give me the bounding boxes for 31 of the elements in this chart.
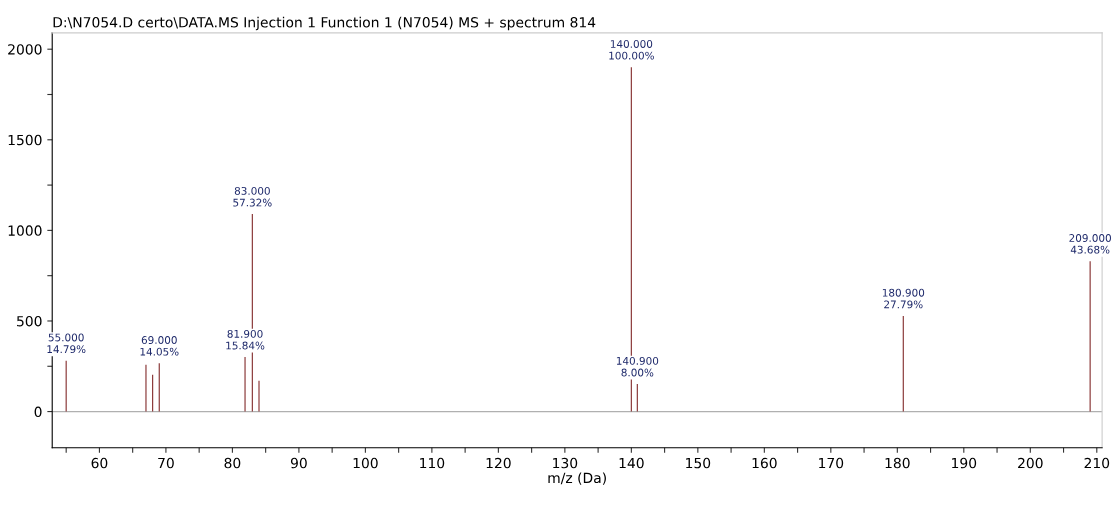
- x-tick-label: 140: [619, 457, 644, 469]
- x-tick-label: 160: [752, 457, 777, 469]
- x-tick-label: 210: [1084, 457, 1110, 469]
- y-tick-label: 2000: [8, 44, 42, 55]
- x-tick-label: 170: [819, 457, 844, 469]
- x-tick-label: 110: [420, 457, 445, 469]
- x-tick-label: 190: [952, 457, 977, 469]
- x-tick-label: 60: [91, 457, 108, 469]
- x-tick-label: 130: [553, 457, 578, 469]
- x-tick-label: 180: [885, 457, 910, 469]
- annotation: 69.000 14.05%: [140, 336, 179, 356]
- chart-title: D:\N7054.D certo\DATA.MS Injection 1 Function 1 (N7054) MS + spectrum 814: [53, 16, 596, 31]
- x-tick-label: 200: [1018, 457, 1043, 469]
- annotation: 81.900 15.84%: [226, 329, 265, 350]
- y-tick-label: 1500: [8, 134, 42, 146]
- x-tick-label: 70: [158, 457, 174, 469]
- annotation: 209.000 43.68%: [1069, 234, 1111, 254]
- x-tick-label: 120: [486, 457, 511, 469]
- y-tick-label: 500: [17, 315, 42, 327]
- annotation: 180.900 27.79%: [882, 288, 925, 309]
- x-axis-title: m/z (Da): [548, 472, 606, 485]
- annotation: 140.900 8.00%: [616, 356, 659, 377]
- annotation: 140.000 100.00%: [609, 40, 654, 60]
- annotation: 83.000 57.32%: [233, 186, 272, 207]
- y-tick-label: 0: [34, 406, 42, 418]
- x-tick-label: 80: [224, 457, 241, 469]
- x-tick-label: 90: [290, 457, 307, 469]
- annotation: 55.000 14.79%: [47, 333, 86, 354]
- y-tick-label: 1000: [8, 225, 42, 236]
- x-tick-label: 150: [686, 457, 711, 469]
- x-tick-label: 100: [353, 457, 378, 469]
